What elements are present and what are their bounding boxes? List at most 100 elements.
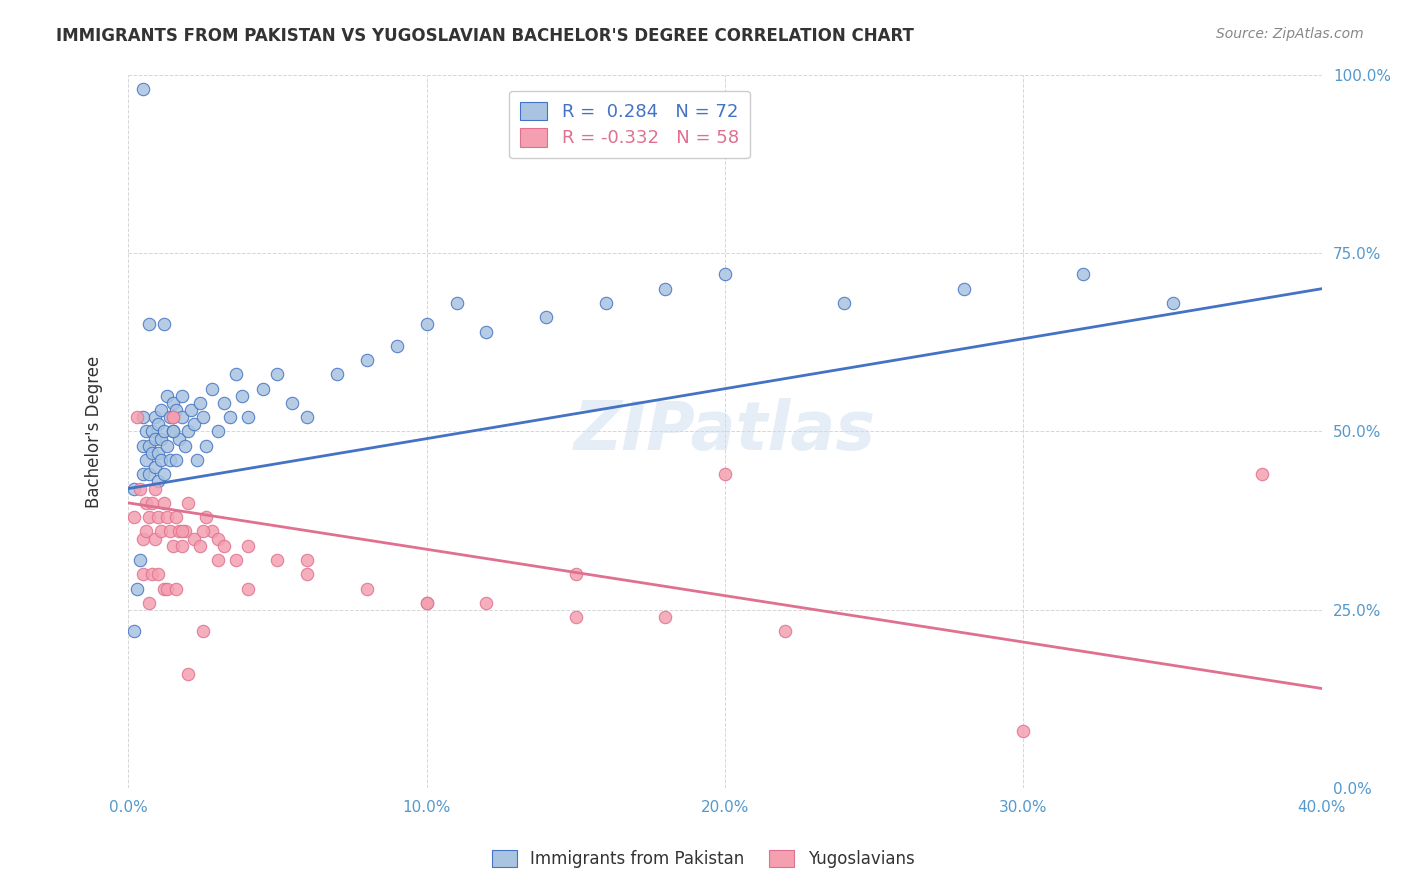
Point	[127, 410, 149, 425]
Point	[415, 596, 437, 610]
Legend: Immigrants from Pakistan, Yugoslavians: Immigrants from Pakistan, Yugoslavians	[485, 843, 921, 875]
Point	[297, 553, 319, 567]
Point	[143, 432, 166, 446]
Point	[146, 446, 169, 460]
Point	[165, 510, 187, 524]
Point	[194, 510, 217, 524]
Point	[180, 403, 202, 417]
Point	[1012, 724, 1035, 739]
Point	[132, 82, 155, 96]
Point	[146, 417, 169, 432]
Point	[170, 524, 193, 539]
Point	[188, 539, 211, 553]
Point	[141, 446, 163, 460]
Point	[186, 453, 208, 467]
Point	[266, 553, 288, 567]
Point	[129, 482, 152, 496]
Point	[565, 567, 588, 582]
Point	[153, 582, 176, 596]
Point	[212, 396, 235, 410]
Point	[156, 439, 179, 453]
Point	[143, 460, 166, 475]
Point	[183, 417, 205, 432]
Point	[159, 524, 181, 539]
Point	[475, 596, 498, 610]
Point	[236, 582, 259, 596]
Point	[127, 582, 149, 596]
Point	[156, 389, 179, 403]
Point	[1251, 467, 1274, 482]
Point	[153, 318, 176, 332]
Point	[170, 410, 193, 425]
Point	[132, 467, 155, 482]
Point	[138, 510, 160, 524]
Point	[146, 567, 169, 582]
Point	[162, 410, 184, 425]
Point	[150, 432, 173, 446]
Point	[1071, 268, 1094, 282]
Point	[162, 425, 184, 439]
Point	[177, 425, 200, 439]
Point	[138, 439, 160, 453]
Point	[132, 532, 155, 546]
Point	[122, 482, 145, 496]
Point	[326, 368, 349, 382]
Point	[132, 439, 155, 453]
Point	[475, 325, 498, 339]
Point	[773, 624, 796, 639]
Point	[446, 296, 468, 310]
Point	[218, 410, 240, 425]
Point	[135, 425, 157, 439]
Text: ZIPatlas: ZIPatlas	[574, 399, 876, 465]
Point	[159, 453, 181, 467]
Point	[201, 382, 224, 396]
Point	[156, 510, 179, 524]
Point	[191, 624, 214, 639]
Point	[162, 396, 184, 410]
Text: Source: ZipAtlas.com: Source: ZipAtlas.com	[1216, 27, 1364, 41]
Point	[225, 553, 247, 567]
Point	[143, 410, 166, 425]
Point	[143, 482, 166, 496]
Point	[225, 368, 247, 382]
Point	[165, 453, 187, 467]
Point	[565, 610, 588, 624]
Point	[356, 582, 378, 596]
Point	[138, 467, 160, 482]
Point	[174, 439, 197, 453]
Point	[156, 582, 179, 596]
Point	[834, 296, 856, 310]
Point	[159, 410, 181, 425]
Point	[236, 410, 259, 425]
Point	[122, 624, 145, 639]
Point	[153, 467, 176, 482]
Point	[141, 567, 163, 582]
Point	[141, 496, 163, 510]
Point	[162, 410, 184, 425]
Point	[252, 382, 274, 396]
Point	[236, 539, 259, 553]
Point	[714, 268, 737, 282]
Point	[146, 475, 169, 489]
Point	[135, 496, 157, 510]
Point	[191, 410, 214, 425]
Point	[654, 610, 676, 624]
Point	[188, 396, 211, 410]
Point	[174, 524, 197, 539]
Point	[297, 410, 319, 425]
Point	[162, 425, 184, 439]
Point	[207, 553, 229, 567]
Point	[170, 389, 193, 403]
Point	[143, 532, 166, 546]
Y-axis label: Bachelor's Degree: Bachelor's Degree	[86, 355, 103, 508]
Point	[129, 553, 152, 567]
Point	[141, 425, 163, 439]
Point	[153, 425, 176, 439]
Point	[595, 296, 617, 310]
Point	[231, 389, 253, 403]
Point	[1161, 296, 1184, 310]
Point	[167, 432, 190, 446]
Point	[281, 396, 304, 410]
Text: IMMIGRANTS FROM PAKISTAN VS YUGOSLAVIAN BACHELOR'S DEGREE CORRELATION CHART: IMMIGRANTS FROM PAKISTAN VS YUGOSLAVIAN …	[56, 27, 914, 45]
Point	[183, 532, 205, 546]
